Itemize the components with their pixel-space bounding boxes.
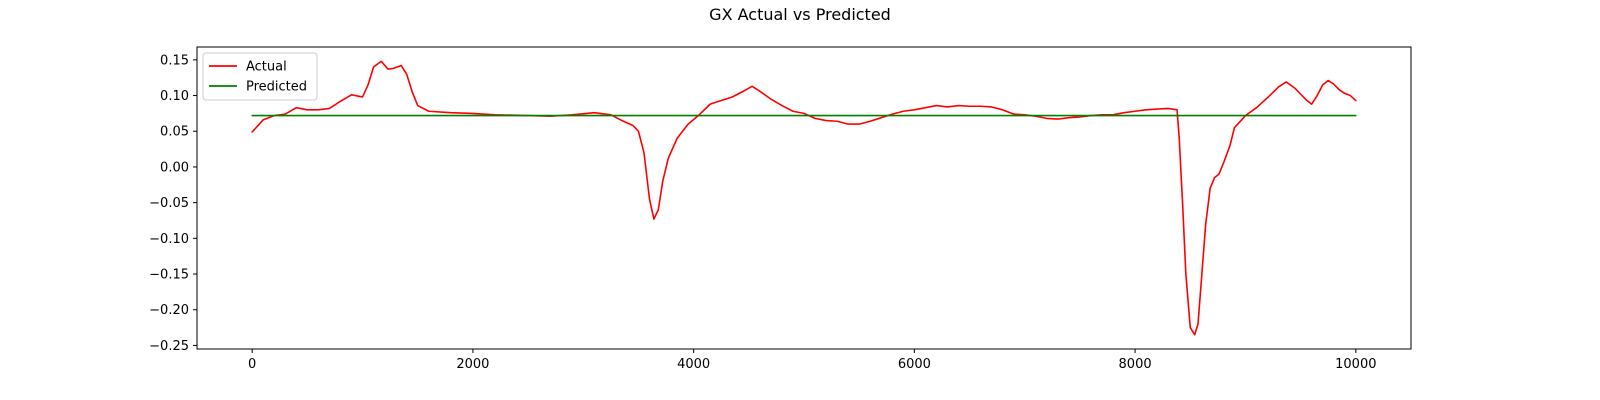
y-tick-label: 0.00 [160, 160, 189, 175]
legend-box [202, 52, 318, 101]
y-tick-label: −0.15 [149, 268, 189, 283]
series-layer [251, 60, 1357, 336]
legend: Actual Predicted [202, 52, 318, 101]
y-tick-label: 0.10 [160, 89, 189, 104]
y-axis: 0.15 0.10 0.05 0.00 −0.05 −0.10 −0.15 −0.20 −0.2… [149, 53, 197, 354]
axes-frame [196, 46, 1412, 350]
x-tick-label: 0 [248, 357, 256, 372]
x-tick-label: 2000 [456, 357, 489, 372]
y-tick-label: −0.20 [149, 303, 189, 318]
y-tick-label: 0.15 [160, 53, 189, 68]
x-tick-label: 10000 [1335, 357, 1376, 372]
x-tick-label: 6000 [898, 357, 931, 372]
y-tick-label: −0.10 [149, 232, 189, 247]
legend-label-predicted: Predicted [246, 80, 307, 95]
series-line-actual [251, 60, 1357, 336]
legend-label-actual: Actual [246, 60, 287, 75]
x-tick-label: 4000 [677, 357, 710, 372]
y-tick-label: −0.25 [149, 339, 189, 354]
chart-title: GX Actual vs Predicted [709, 5, 891, 24]
x-tick-label: 8000 [1119, 357, 1152, 372]
y-tick-label: 0.05 [160, 125, 189, 140]
y-tick-label: −0.05 [149, 196, 189, 211]
x-axis: 0 2000 4000 6000 8000 10000 [248, 349, 1376, 372]
